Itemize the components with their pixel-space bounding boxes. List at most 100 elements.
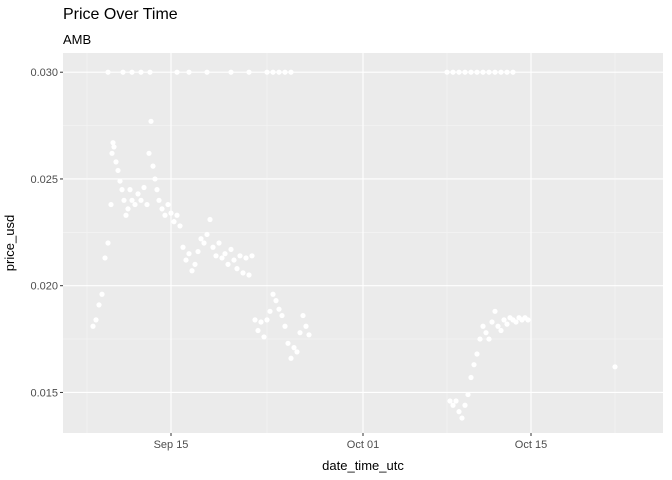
data-point [258,319,264,325]
data-point [213,253,219,259]
data-point [141,184,147,191]
data-point [146,150,152,156]
data-point [117,178,123,184]
data-point [204,69,210,75]
data-point [240,270,246,276]
chart-subtitle: AMB [63,32,92,47]
data-point [210,244,216,250]
data-point [273,298,279,304]
data-point [498,69,504,75]
data-point [264,317,270,323]
data-point [120,69,126,75]
data-point [477,336,483,342]
y-axis-title: price_usd [2,215,17,271]
data-point [282,69,288,75]
data-point [195,248,201,255]
data-point [127,187,133,193]
data-point [480,323,486,329]
x-tick-label: Oct 15 [515,439,547,451]
data-point [204,231,210,238]
data-point [174,212,180,218]
data-point [246,69,252,75]
data-point [303,323,309,329]
data-point [306,332,312,338]
data-point [486,69,492,75]
data-point [228,246,234,253]
data-point [300,312,306,319]
data-point [285,340,291,346]
data-point [492,308,498,314]
data-point [216,240,222,246]
data-point [456,69,462,75]
data-point [132,201,138,208]
data-point [468,69,474,75]
data-point [267,308,273,314]
data-point [119,187,125,193]
data-point [276,306,282,312]
data-point [159,206,165,212]
data-point [447,398,453,404]
data-point [189,268,195,274]
data-point [156,197,162,203]
data-point [93,317,99,323]
data-point [129,69,135,75]
data-point [612,364,618,370]
data-point [486,336,492,342]
data-point [147,69,153,75]
data-point [102,255,108,261]
data-point [96,302,102,308]
data-point [459,415,465,421]
y-tick-label: 0.015 [30,387,58,399]
data-point [513,319,519,325]
data-point [462,402,468,408]
data-point [450,402,456,408]
x-axis-title: date_time_utc [322,458,404,473]
data-point [111,144,117,150]
data-point [294,349,300,355]
data-point [105,69,111,75]
data-point [113,159,119,165]
data-point [165,201,171,208]
y-tick-label: 0.030 [30,67,58,79]
data-point [231,257,237,263]
data-point [237,253,243,259]
data-point [168,210,174,216]
data-point [152,176,158,182]
data-point [198,236,204,242]
data-point [162,212,168,218]
data-point [450,69,456,75]
data-point [288,355,294,361]
data-point [138,69,144,75]
data-point [228,69,234,75]
data-point [270,291,276,297]
data-point [225,261,231,267]
data-point [264,69,270,75]
y-tick-label: 0.020 [30,281,58,293]
y-tick-label: 0.025 [30,174,58,186]
data-point [525,317,531,323]
data-point [282,323,288,329]
data-point [222,251,228,257]
data-point [105,240,111,246]
data-point [270,69,276,75]
data-point [480,69,486,75]
data-point [255,327,261,334]
data-point [121,197,127,203]
data-point [288,69,294,75]
data-point [125,206,131,212]
data-point [109,150,115,156]
data-point [501,317,507,323]
data-point [183,257,189,263]
data-point [456,409,462,415]
data-point [453,398,459,404]
x-tick-label: Sep 15 [154,439,189,451]
data-point [462,69,468,75]
chart-title: Price Over Time [63,6,178,23]
data-point [135,191,141,197]
data-point [444,69,450,75]
data-point [174,69,180,75]
data-point [474,351,480,357]
data-point [504,69,510,75]
data-point [154,187,160,193]
